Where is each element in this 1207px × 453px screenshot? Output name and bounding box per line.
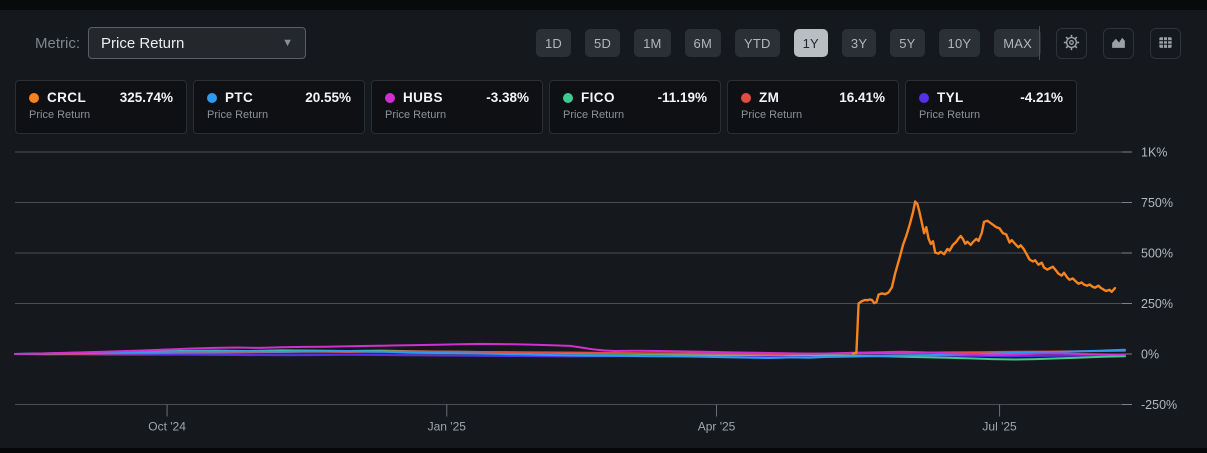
- chart-area: 1K% 750% 500% 250% 0% -250% Oct '24 Jan '25 Apr …: [0, 140, 1207, 453]
- metric-dropdown-value: Price Return: [101, 34, 185, 52]
- y-axis-label: 500%: [1141, 247, 1173, 261]
- series-line-ptc: [14, 348, 1126, 359]
- y-axis-label: 0%: [1141, 348, 1159, 362]
- ticker-symbol: CRCL: [47, 90, 87, 105]
- series-color-dot: [741, 92, 751, 103]
- x-axis-label: Jan '25: [428, 420, 467, 434]
- ticker-return-value: -4.21%: [1020, 90, 1063, 105]
- ticker-metric-label: Price Return: [29, 109, 91, 121]
- table-view-icon: [1157, 34, 1174, 54]
- ticker-symbol: ZM: [759, 90, 780, 105]
- table-view-button[interactable]: [1150, 28, 1181, 59]
- ticker-return-value: 16.41%: [839, 90, 885, 105]
- ticker-return-value: -11.19%: [657, 90, 707, 105]
- range-button-6m[interactable]: 6M: [684, 29, 721, 57]
- area-chart-icon: [1110, 34, 1127, 54]
- settings-button[interactable]: [1056, 28, 1087, 59]
- ticker-card-tyl[interactable]: TYL -4.21% Price Return: [905, 80, 1077, 134]
- ticker-card-hubs[interactable]: HUBS -3.38% Price Return: [371, 80, 543, 134]
- range-button-ytd[interactable]: YTD: [735, 29, 780, 57]
- range-button-max[interactable]: MAX: [994, 29, 1042, 57]
- settings-gear-icon: [1063, 34, 1080, 54]
- x-axis-label: Jul '25: [982, 420, 1017, 434]
- ticker-return-value: 325.74%: [119, 90, 173, 105]
- series-color-dot: [385, 92, 395, 103]
- range-button-1y[interactable]: 1Y: [793, 29, 828, 57]
- chart-view-button[interactable]: [1103, 28, 1134, 59]
- range-button-3y[interactable]: 3Y: [841, 29, 877, 57]
- ticker-metric-label: Price Return: [385, 109, 447, 121]
- ticker-symbol: PTC: [225, 90, 254, 105]
- range-button-5y[interactable]: 5Y: [890, 29, 925, 57]
- toolbar-icon-group: [1056, 28, 1181, 59]
- series-line-zm: [14, 349, 1126, 356]
- chevron-down-icon: ▼: [282, 37, 293, 49]
- range-button-5d[interactable]: 5D: [585, 29, 621, 57]
- x-axis-label: Oct '24: [148, 420, 186, 434]
- range-button-1m[interactable]: 1M: [634, 29, 671, 57]
- ticker-return-value: -3.38%: [486, 90, 529, 105]
- ticker-cards: CRCL 325.74% Price Return PTC 20.55% Price Re…: [15, 80, 1077, 134]
- ticker-metric-label: Price Return: [207, 109, 269, 121]
- ticker-symbol: FICO: [581, 90, 615, 105]
- x-axis-label: Apr '25: [698, 420, 736, 434]
- y-axis-label: 1K%: [1141, 146, 1167, 160]
- series-color-dot: [207, 92, 217, 103]
- ticker-card-zm[interactable]: ZM 16.41% Price Return: [727, 80, 899, 134]
- top-window-strip: [0, 0, 1207, 10]
- metric-dropdown[interactable]: Price Return ▼: [88, 27, 306, 59]
- ticker-card-crcl[interactable]: CRCL 325.74% Price Return: [15, 80, 187, 134]
- price-chart[interactable]: 1K% 750% 500% 250% 0% -250% Oct '24 Jan '25 Apr …: [0, 140, 1207, 453]
- ticker-return-value: 20.55%: [305, 90, 351, 105]
- ticker-metric-label: Price Return: [563, 109, 625, 121]
- series-color-dot: [919, 92, 929, 103]
- ticker-symbol: HUBS: [403, 90, 443, 105]
- ticker-metric-label: Price Return: [741, 109, 803, 121]
- series-color-dot: [563, 92, 573, 103]
- ticker-metric-label: Price Return: [919, 109, 981, 121]
- y-axis-label: 250%: [1141, 297, 1173, 311]
- ticker-symbol: TYL: [937, 90, 964, 105]
- y-axis-label: -250%: [1141, 398, 1177, 412]
- series-line-hubs: [14, 342, 1126, 356]
- range-button-10y[interactable]: 10Y: [938, 29, 981, 57]
- ticker-card-fico[interactable]: FICO -11.19% Price Return: [549, 80, 721, 134]
- range-button-1d[interactable]: 1D: [536, 29, 572, 57]
- y-axis-label: 750%: [1141, 196, 1173, 210]
- toolbar-divider: [1039, 26, 1040, 60]
- series-line-crcl: [851, 200, 1117, 355]
- ticker-card-ptc[interactable]: PTC 20.55% Price Return: [193, 80, 365, 134]
- range-buttons: 1D 5D 1M 6M YTD 1Y 3Y 5Y 10Y MAX: [536, 29, 1042, 57]
- metric-label: Metric:: [35, 35, 80, 52]
- series-color-dot: [29, 92, 39, 103]
- bottom-window-strip: [0, 448, 1207, 453]
